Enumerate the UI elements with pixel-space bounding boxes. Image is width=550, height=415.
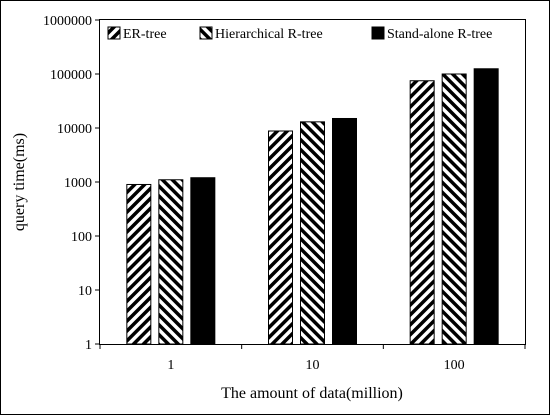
legend-swatch [107,26,121,40]
legend: ER-tree Hierarchical R-tree Stand-alone R-… [107,26,492,42]
legend-label: Stand-alone R-tree [387,27,492,42]
x-axis-label: The amount of data(million) [221,385,403,402]
bar-er-tree-100 [409,80,435,345]
bars-group [126,68,499,345]
legend-swatch [199,26,213,40]
bar-stand-alone-r-tree-1 [190,177,216,345]
y-tick-label: 100000 [50,68,92,83]
bar-hierarchical-r-tree-10 [300,121,325,345]
x-tick-label: 100 [444,358,465,373]
bar-hierarchical-r-tree-100 [441,73,467,345]
bar-stand-alone-r-tree-100 [473,68,499,345]
x-axis: 1 10 100 [99,344,526,373]
y-tick-label: 10000 [57,122,92,137]
x-tick-label: 10 [306,358,320,373]
bar-er-tree-10 [268,130,293,345]
x-tick-label: 1 [167,358,174,373]
bar-hierarchical-r-tree-1 [158,179,184,345]
bar-stand-alone-r-tree-10 [332,117,357,345]
bar-er-tree-1 [126,183,152,345]
legend-label: Hierarchical R-tree [215,27,323,42]
y-tick-label: 1000000 [43,14,92,29]
y-tick-label: 1 [85,338,92,353]
y-axis-label: query time(ms) [11,133,28,231]
y-tick-label: 10 [78,284,92,299]
y-tick-label: 100 [71,230,92,245]
legend-label: ER-tree [123,27,167,42]
legend-swatch [371,26,385,40]
y-tick-label: 1000 [64,176,92,191]
y-axis: 1 10 100 1000 10000 100000 1000000 [43,14,100,353]
